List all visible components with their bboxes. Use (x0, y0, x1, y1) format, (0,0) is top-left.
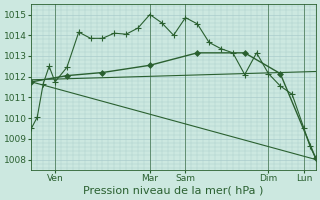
X-axis label: Pression niveau de la mer( hPa ): Pression niveau de la mer( hPa ) (84, 186, 264, 196)
